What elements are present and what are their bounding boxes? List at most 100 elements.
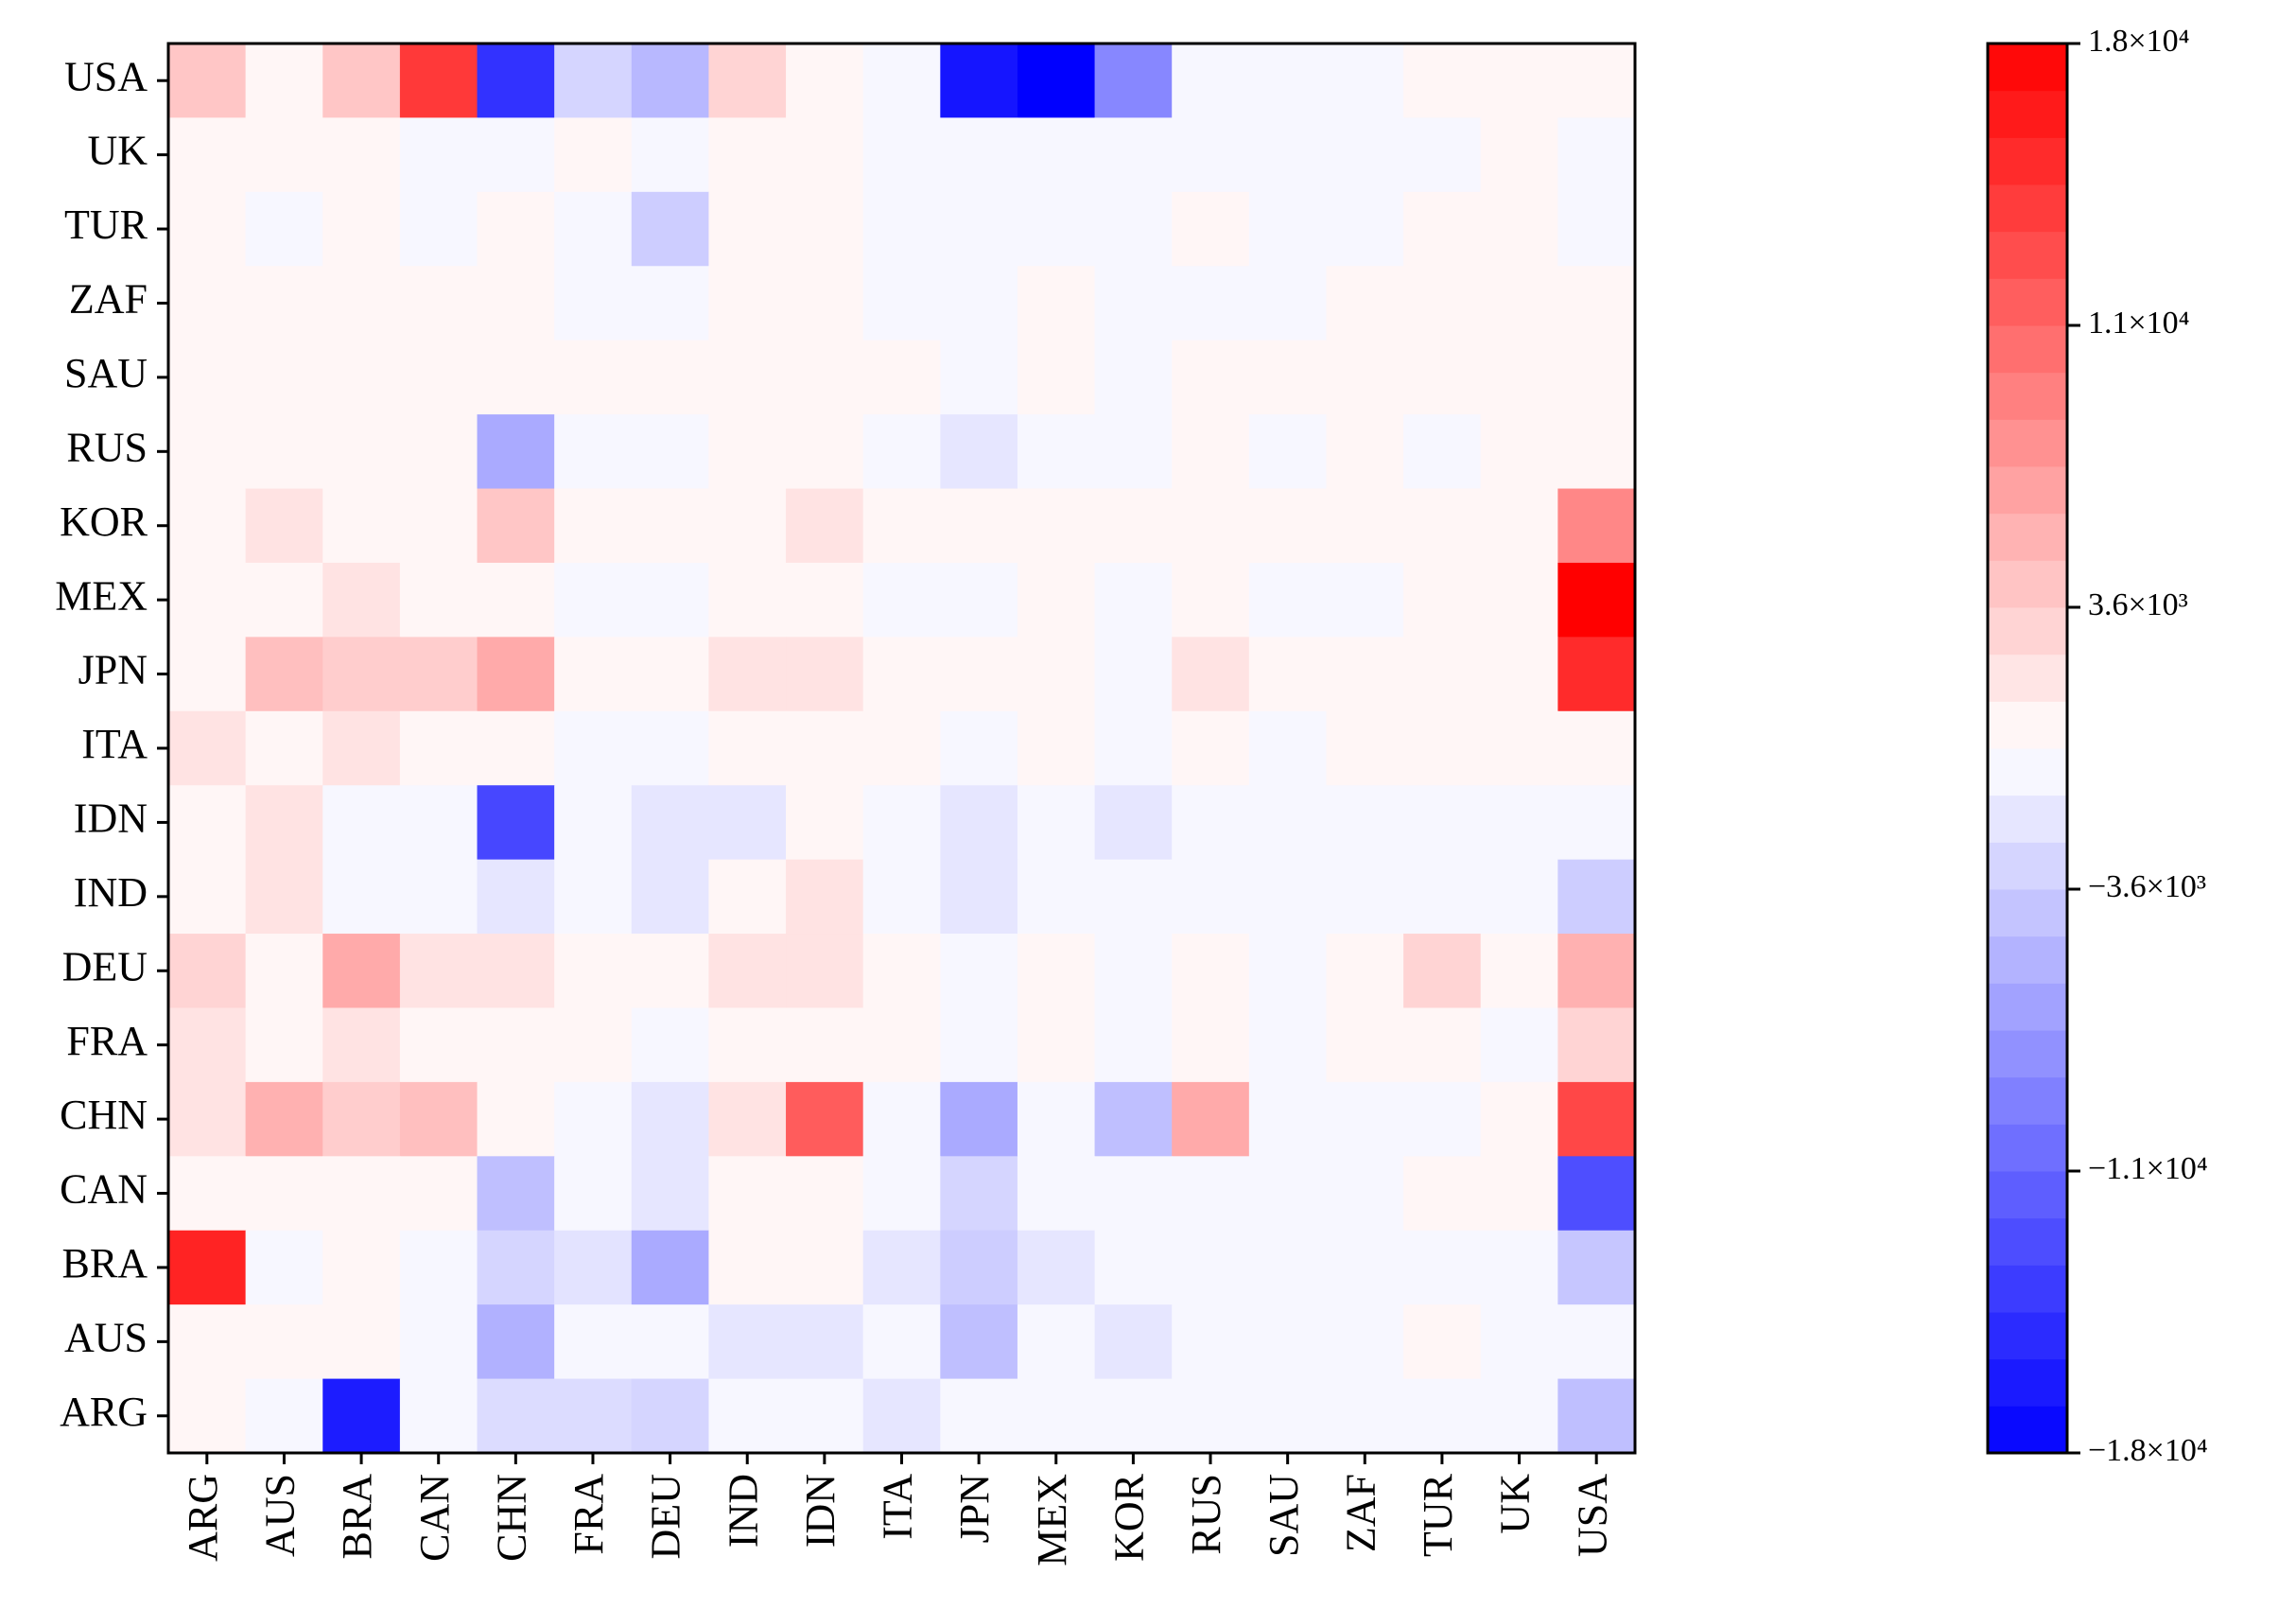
heatmap-cell — [322, 117, 401, 193]
x-tick-label: RUS — [1183, 1474, 1229, 1555]
heatmap-cell — [631, 637, 709, 712]
colorbar-step — [1988, 1124, 2067, 1172]
heatmap-cell — [245, 637, 323, 712]
heatmap-cell — [1248, 1230, 1327, 1305]
heatmap-cell — [1403, 785, 1482, 861]
heatmap-cell — [554, 1081, 633, 1157]
heatmap-cell — [862, 1230, 941, 1305]
colorbar-tick-label: 1.1×10⁴ — [2088, 306, 2190, 341]
heatmap-cell — [1017, 1007, 1096, 1083]
y-tick-label: JPN — [78, 647, 148, 693]
heatmap-cell — [1480, 266, 1558, 341]
heatmap-cell — [1403, 934, 1482, 1008]
heatmap-cell — [322, 1230, 401, 1305]
heatmap-cell — [168, 340, 247, 415]
heatmap-cell — [477, 44, 555, 118]
heatmap-cell — [940, 191, 1018, 267]
colorbar-step — [1988, 513, 2067, 561]
heatmap-cell — [168, 562, 247, 638]
heatmap-cell — [862, 1304, 941, 1380]
heatmap-cell — [1017, 859, 1096, 935]
heatmap-cell — [399, 488, 478, 564]
heatmap-cell — [1326, 785, 1404, 861]
x-tick-label: DEU — [643, 1474, 689, 1559]
heatmap-cell — [245, 1230, 323, 1305]
colorbar-step — [1988, 184, 2067, 233]
heatmap-cell — [1403, 117, 1482, 193]
heatmap-cell — [786, 488, 864, 564]
heatmap-cell — [940, 934, 1018, 1008]
heatmap-cell — [554, 1230, 633, 1305]
heatmap-cell — [631, 340, 709, 415]
heatmap-cell — [1480, 1378, 1558, 1454]
heatmap-cell — [631, 44, 709, 118]
heatmap-cell — [322, 710, 401, 786]
y-tick-label: SAU — [64, 350, 148, 396]
heatmap-cell — [554, 1304, 633, 1380]
x-tick-label: JPN — [951, 1474, 998, 1543]
heatmap-cell — [245, 44, 323, 118]
heatmap-cell — [708, 1007, 787, 1083]
heatmap-cell — [1403, 1007, 1482, 1083]
heatmap-cell — [1248, 1156, 1327, 1232]
heatmap-cell — [322, 1156, 401, 1232]
heatmap-cell — [1326, 414, 1404, 490]
heatmap-cell — [1557, 488, 1636, 564]
heatmap-cell — [399, 637, 478, 712]
heatmap-cell — [1326, 710, 1404, 786]
heatmap-cell — [862, 266, 941, 341]
colorbar-step — [1988, 1358, 2067, 1407]
heatmap-cell — [1248, 637, 1327, 712]
heatmap-cell — [168, 1230, 247, 1305]
heatmap-cell — [477, 785, 555, 861]
heatmap-cell — [1480, 1304, 1558, 1380]
heatmap-cell — [399, 117, 478, 193]
heatmap-cell — [1557, 266, 1636, 341]
heatmap-cell — [631, 1156, 709, 1232]
heatmap-cell — [940, 1304, 1018, 1380]
colorbar-step — [1988, 748, 2067, 796]
heatmap-cell — [554, 117, 633, 193]
heatmap-cell — [708, 562, 787, 638]
heatmap-cell — [245, 340, 323, 415]
heatmap-cell — [399, 934, 478, 1008]
heatmap-cell — [1094, 1156, 1173, 1232]
heatmap-cell — [168, 1156, 247, 1232]
heatmap-cell — [1094, 266, 1173, 341]
y-tick-label: IDN — [74, 796, 148, 842]
heatmap-cell — [1326, 340, 1404, 415]
heatmap-cell — [477, 637, 555, 712]
heatmap-cell — [477, 266, 555, 341]
heatmap-cell — [862, 785, 941, 861]
heatmap-cell — [1094, 117, 1173, 193]
heatmap-cell — [1326, 1304, 1404, 1380]
heatmap-cell — [168, 1378, 247, 1454]
heatmap-cell — [554, 637, 633, 712]
y-tick-label: UK — [87, 128, 148, 174]
heatmap-cell — [1557, 934, 1636, 1008]
heatmap-cell — [245, 1304, 323, 1380]
heatmap-cell — [1480, 785, 1558, 861]
heatmap-cell — [1557, 785, 1636, 861]
heatmap-cell — [1017, 562, 1096, 638]
heatmap-cell — [1403, 1081, 1482, 1157]
heatmap-cell — [1094, 785, 1173, 861]
heatmap-cell — [477, 488, 555, 564]
heatmap-cell — [399, 1304, 478, 1380]
y-tick-label: TUR — [64, 201, 148, 248]
heatmap-cell — [1172, 785, 1250, 861]
heatmap-cell — [1403, 1230, 1482, 1305]
heatmap-cell — [1326, 266, 1404, 341]
colorbar-step — [1988, 842, 2067, 890]
colorbar-step — [1988, 1312, 2067, 1360]
colorbar-step — [1988, 607, 2067, 656]
heatmap-cell — [1403, 1156, 1482, 1232]
heatmap-cell — [1172, 562, 1250, 638]
heatmap-cell — [245, 191, 323, 267]
heatmap-cell — [1172, 1081, 1250, 1157]
heatmap-cell — [1326, 934, 1404, 1008]
heatmap-cell — [1557, 710, 1636, 786]
heatmap-cell — [554, 710, 633, 786]
heatmap-cell — [554, 1378, 633, 1454]
heatmap-cell — [1172, 488, 1250, 564]
